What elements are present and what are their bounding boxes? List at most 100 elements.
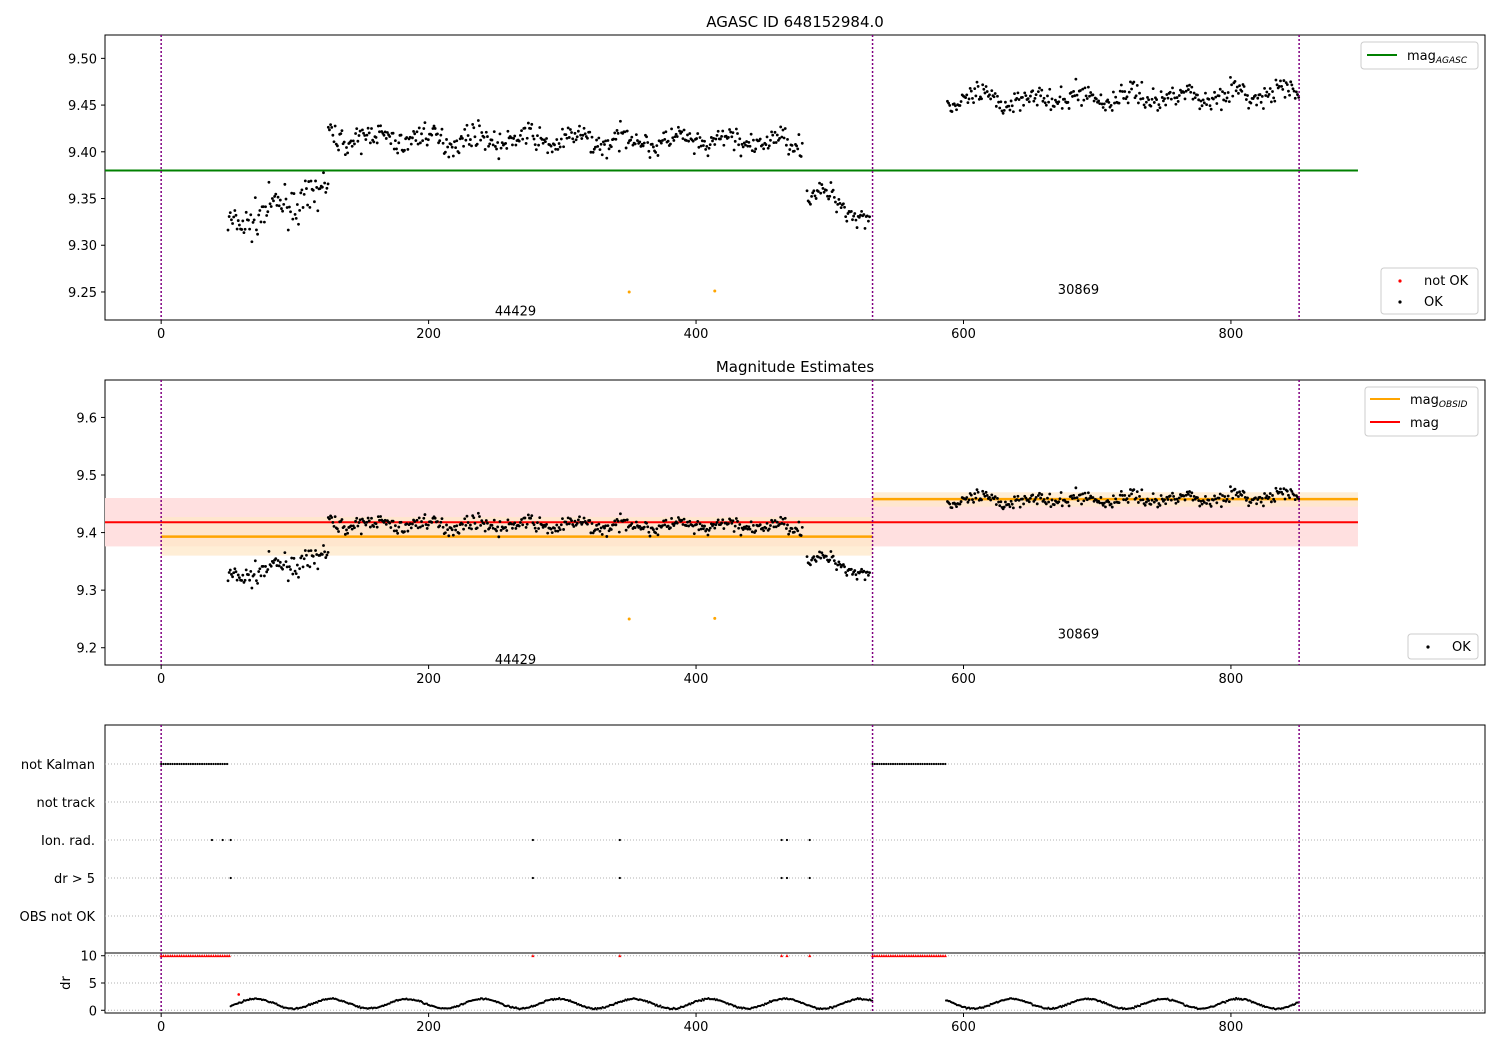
data-point	[1038, 491, 1041, 495]
data-point	[231, 222, 234, 225]
data-point	[492, 130, 496, 134]
data-point	[306, 563, 309, 567]
data-point	[270, 197, 274, 200]
data-point	[295, 563, 299, 567]
dr-capped-marker	[943, 954, 947, 958]
data-point	[590, 522, 594, 525]
data-point	[1009, 499, 1013, 503]
flag-point	[876, 762, 879, 766]
data-point	[403, 530, 406, 534]
data-point	[1229, 75, 1232, 79]
data-point	[1267, 495, 1271, 499]
data-point	[561, 517, 564, 521]
data-point	[1027, 500, 1031, 504]
data-point	[243, 578, 247, 582]
data-point	[625, 129, 629, 133]
data-point	[354, 519, 357, 523]
dr-point	[316, 1001, 319, 1004]
data-point	[609, 145, 613, 149]
data-point	[465, 123, 469, 127]
data-point	[276, 195, 280, 199]
data-point	[612, 523, 616, 527]
data-point	[320, 185, 324, 189]
dr-capped-marker	[214, 954, 218, 958]
data-point	[439, 133, 443, 137]
data-point	[1001, 111, 1005, 115]
dr-capped-marker	[932, 954, 936, 958]
data-point	[365, 133, 369, 137]
data-point	[416, 142, 420, 146]
data-point	[984, 490, 988, 494]
data-point	[752, 524, 755, 527]
data-point	[810, 194, 813, 198]
data-point	[623, 518, 627, 522]
legend-ok-label-2: OK	[1452, 640, 1471, 655]
x-tick-label: 0	[157, 1020, 165, 1035]
data-point	[1160, 497, 1164, 501]
dr-capped-marker	[914, 954, 918, 958]
data-point	[1080, 104, 1083, 107]
dr-capped-marker	[808, 954, 812, 958]
data-point	[351, 139, 355, 143]
data-point	[1129, 488, 1132, 491]
data-point	[730, 135, 734, 139]
data-point	[1024, 496, 1028, 500]
data-point	[383, 518, 387, 522]
data-point	[790, 527, 794, 531]
data-point	[1179, 88, 1182, 92]
data-point	[775, 520, 779, 524]
flag-point	[166, 762, 170, 766]
data-point	[814, 559, 818, 563]
data-point	[820, 551, 824, 555]
data-point	[976, 85, 980, 88]
data-point	[782, 136, 786, 140]
data-point	[536, 521, 539, 525]
data-point	[355, 127, 359, 131]
data-point	[513, 134, 517, 138]
data-point	[1048, 492, 1052, 496]
data-point	[988, 93, 991, 97]
data-point	[703, 139, 706, 143]
data-point	[1026, 97, 1030, 101]
data-point	[1271, 494, 1274, 497]
data-point	[646, 525, 650, 529]
data-point	[421, 524, 425, 528]
x-tick-label: 200	[416, 1020, 441, 1035]
dr-capped-marker	[907, 954, 911, 958]
panel1-ok-points	[226, 75, 1301, 244]
obs-label: 30869	[1058, 283, 1099, 298]
data-point	[661, 524, 664, 528]
data-point	[829, 181, 833, 184]
data-point	[1155, 98, 1158, 101]
data-point	[625, 518, 629, 522]
data-point	[714, 523, 718, 527]
data-point	[495, 529, 498, 533]
dr-capped-marker	[880, 954, 884, 958]
data-point	[570, 519, 573, 523]
data-point	[1202, 500, 1206, 504]
data-point	[721, 129, 725, 133]
data-point	[676, 516, 680, 519]
data-point	[1072, 90, 1076, 93]
data-point	[1004, 500, 1007, 504]
data-point	[305, 187, 308, 190]
data-point	[705, 145, 709, 148]
data-point	[1132, 488, 1136, 492]
data-point	[1159, 90, 1163, 94]
data-point	[1132, 80, 1136, 84]
data-point	[1109, 502, 1113, 506]
data-point	[532, 137, 536, 141]
data-point	[746, 144, 750, 148]
data-point	[561, 127, 564, 131]
dr-capped-marker	[918, 954, 922, 958]
flag-point	[889, 762, 892, 766]
data-point	[1273, 499, 1277, 503]
data-point	[1035, 502, 1039, 506]
dr-point	[1138, 1005, 1141, 1008]
data-point	[496, 525, 500, 529]
data-point	[1229, 485, 1232, 489]
data-point	[1039, 496, 1043, 500]
data-point	[546, 151, 550, 155]
data-point	[1017, 98, 1021, 101]
data-point	[340, 129, 344, 132]
